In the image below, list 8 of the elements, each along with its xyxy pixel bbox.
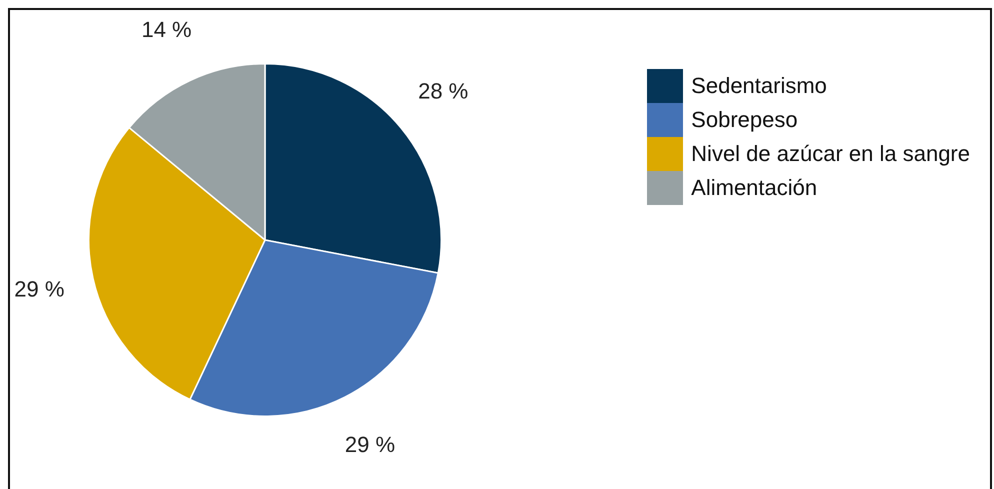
data-label: 14 %	[141, 16, 192, 42]
data-label: 28 %	[418, 78, 468, 104]
data-label: 29 %	[14, 276, 64, 302]
data-label: 29 %	[344, 432, 396, 458]
legend-label: Alimentación	[691, 175, 818, 201]
legend-label: Sobrepeso	[691, 107, 798, 133]
legend-label: Nivel de azúcar en la sangre	[691, 141, 970, 167]
legend-label: Sedentarismo	[691, 73, 827, 99]
